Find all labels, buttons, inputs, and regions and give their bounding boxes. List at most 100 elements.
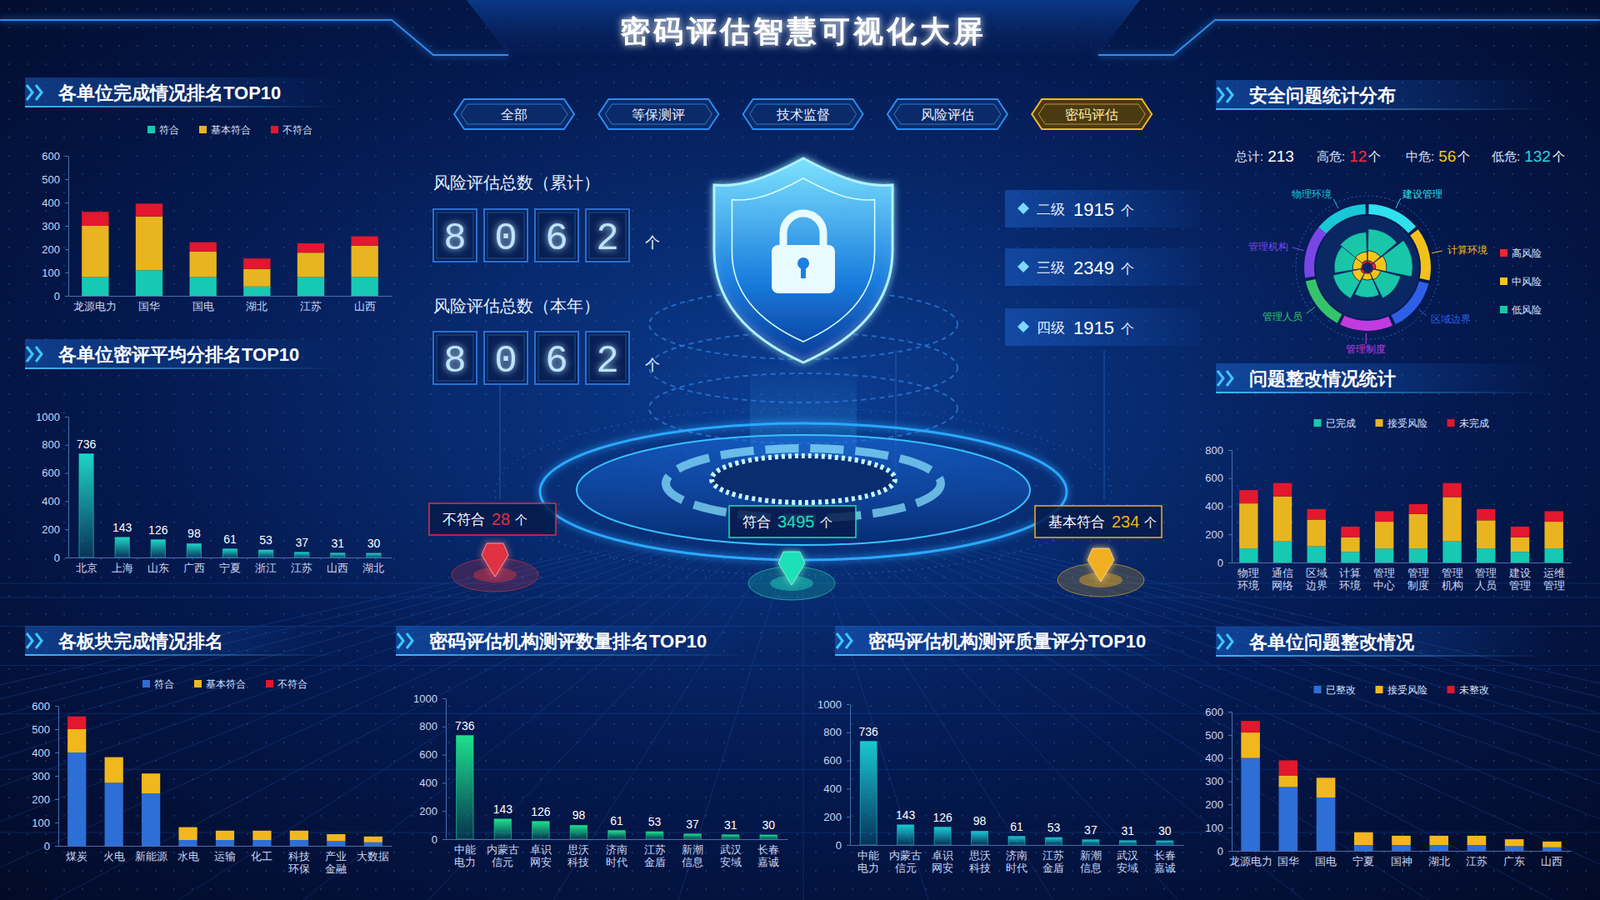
x-tick: 山西	[1540, 855, 1563, 868]
bar	[721, 835, 740, 840]
y-tick-label: 0	[54, 551, 60, 565]
tab-label[interactable]: 技术监督	[775, 107, 830, 122]
bar-chart: 0100200300400500600煤炭火电新能源水电运输化工科技环保产业金融…	[31, 678, 392, 875]
tab-inner[interactable]	[894, 104, 1001, 125]
y-tick-label: 800	[41, 438, 60, 451]
tab-shape[interactable]	[887, 99, 1008, 130]
lock-body	[771, 245, 835, 294]
tab-label[interactable]: 全部	[500, 107, 528, 122]
y-tick-mark	[65, 500, 69, 502]
bar	[297, 277, 325, 296]
bar	[1391, 835, 1411, 845]
plot-marks	[860, 741, 1174, 845]
legend-swatch	[1500, 305, 1508, 314]
data-label: 98	[973, 814, 987, 828]
y-axis-line	[68, 156, 70, 297]
x-tick-label: 新潮信息	[1080, 849, 1102, 875]
y-tick: 500	[31, 723, 59, 736]
x-tick-label: 科技环保	[288, 850, 310, 875]
bar	[1307, 509, 1326, 520]
bar	[81, 277, 109, 296]
floor-line	[818, 550, 929, 900]
bar	[290, 840, 309, 846]
tab[interactable]: 全部	[454, 99, 575, 130]
x-axis: 煤炭火电新能源水电运输化工科技环保产业金融大数据	[59, 846, 393, 876]
bar	[215, 840, 235, 846]
tab-shape[interactable]	[1031, 99, 1152, 130]
bar	[81, 211, 109, 226]
floor-line	[998, 550, 1600, 900]
y-tick-label: 400	[41, 196, 60, 210]
legend-item: 接受风险	[1375, 684, 1428, 696]
x-tick: 山东	[147, 561, 170, 575]
x-tick-label: 北京	[75, 561, 98, 575]
tab[interactable]: 等保测评	[598, 99, 719, 130]
y-tick-mark	[65, 295, 69, 297]
bar	[326, 834, 345, 835]
y-tick: 400	[823, 782, 850, 795]
tab-shape[interactable]	[598, 99, 719, 130]
bar	[1082, 840, 1100, 845]
y-tick-label: 200	[419, 805, 438, 818]
floor-line	[953, 550, 1600, 900]
data-label: 126	[530, 805, 551, 819]
tab-inner[interactable]	[460, 104, 568, 125]
y-axis-line	[445, 699, 447, 840]
tab-shape[interactable]	[454, 99, 575, 130]
bar	[252, 830, 271, 831]
y-tick-mark	[442, 782, 446, 784]
x-tick: 新潮信息	[1080, 849, 1102, 875]
tab[interactable]: 密码评估	[1031, 99, 1152, 130]
x-tick: 国电	[192, 300, 215, 313]
bar	[1467, 845, 1487, 851]
level-value: 1915	[1073, 199, 1115, 220]
bar	[645, 831, 664, 840]
bar	[494, 819, 512, 840]
header-band	[25, 339, 342, 368]
x-tick-label: 卓识网安	[530, 843, 552, 869]
tab[interactable]: 技术监督	[743, 99, 864, 130]
bar	[215, 830, 235, 831]
x-tick-label: 江苏	[290, 561, 313, 575]
level-item: 四级1915个	[1005, 308, 1200, 346]
y-tick: 600	[41, 150, 69, 163]
bar	[1279, 760, 1299, 775]
tab-label[interactable]: 等保测评	[631, 107, 685, 122]
digit-box	[433, 331, 477, 385]
bar	[1510, 537, 1530, 553]
legend-item: 符合	[147, 124, 180, 136]
tab[interactable]: 风险评估	[887, 99, 1008, 130]
bar	[297, 252, 325, 277]
data-label: 61	[1010, 820, 1024, 834]
y-tick: 500	[1205, 728, 1232, 741]
y-tick-label: 600	[419, 748, 438, 761]
data-label: 126	[932, 810, 953, 825]
y-tick-label: 600	[41, 466, 60, 480]
x-tick-label: 中能电力	[857, 849, 880, 875]
tab-inner[interactable]	[750, 104, 857, 125]
legend-label: 不符合	[277, 678, 308, 690]
x-tick: 宁夏	[219, 561, 241, 575]
category-ring	[1305, 279, 1342, 324]
status-box	[729, 505, 856, 538]
y-tick: 400	[1205, 500, 1232, 513]
tab-shape[interactable]	[743, 99, 864, 130]
x-tick: 煤炭	[65, 850, 88, 863]
data-label: 37	[1084, 823, 1098, 837]
tab-inner[interactable]	[1038, 104, 1145, 125]
tab-label[interactable]: 风险评估	[920, 107, 975, 122]
x-tick-label: 江苏金盾	[644, 843, 666, 869]
tab-inner[interactable]	[605, 104, 712, 125]
x-tick: 内蒙古信元	[486, 843, 520, 869]
status-unit: 个	[515, 512, 528, 527]
bar	[290, 830, 309, 831]
legend-label: 接受风险	[1387, 417, 1428, 430]
tab-label[interactable]: 密码评估	[1065, 107, 1119, 122]
floor-line	[908, 550, 1600, 900]
header-line	[395, 654, 746, 656]
x-tick: 科技环保	[288, 850, 310, 875]
y-tick-mark	[1228, 450, 1232, 451]
bar	[897, 825, 915, 845]
data-label: 61	[610, 814, 624, 828]
x-axis-line	[69, 557, 393, 559]
